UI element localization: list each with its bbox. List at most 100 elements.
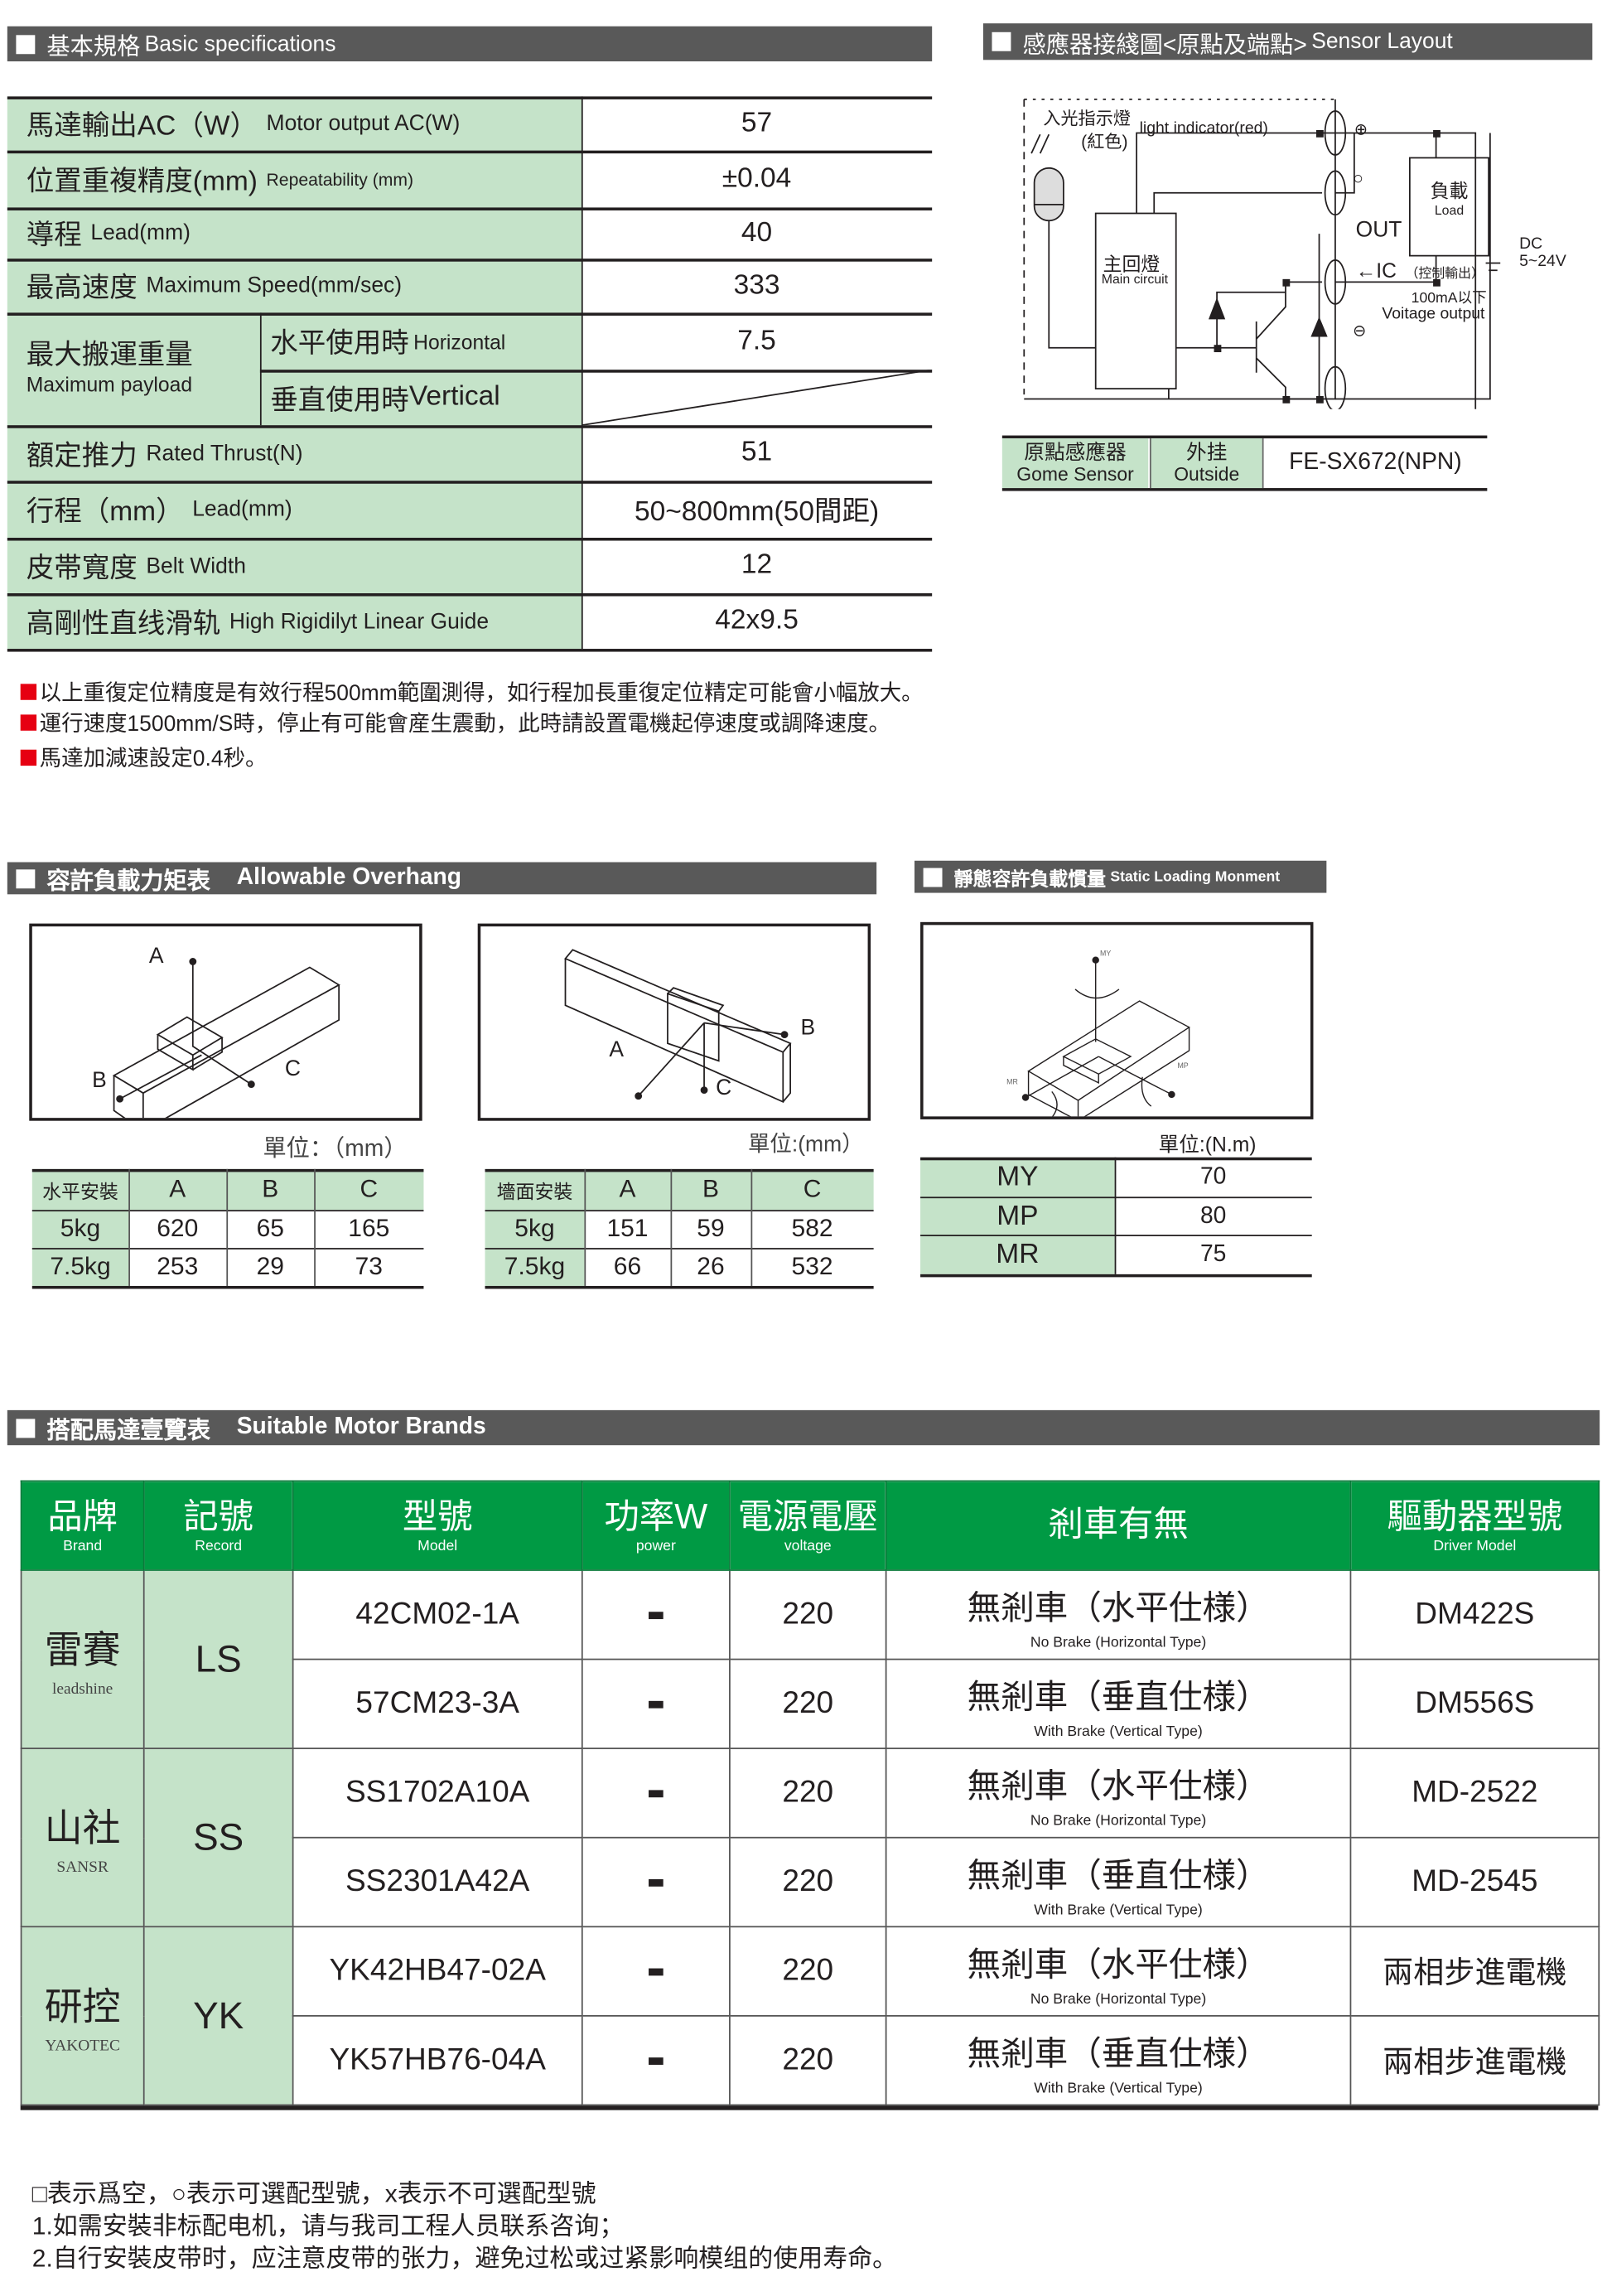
power-cell bbox=[581, 1569, 731, 1660]
motor-brands-table: 品牌 Brand 記號 Record 型號 Model 功率W power 電源電壓 voltag… bbox=[20, 1480, 1600, 2106]
model-cell: 42CM02-1A bbox=[292, 1569, 583, 1660]
overhang-title-en: Allowable Overhang bbox=[236, 865, 461, 891]
moment-unit-label: 單位:(N.m) bbox=[1158, 1132, 1257, 1157]
brake-en: No Brake (Horizontal Type) bbox=[1030, 1990, 1207, 2008]
moment-value: 70 bbox=[1199, 1163, 1227, 1189]
driver-cell: DM422S bbox=[1349, 1569, 1600, 1660]
overhang-title-zh: 容許負載力矩表 bbox=[46, 869, 210, 895]
basic-specs-header: 基本規格 Basic specifications bbox=[7, 26, 933, 62]
square-icon bbox=[992, 31, 1011, 51]
motor-brands-header: 搭配馬達壹覽表 Suitable Motor Brands bbox=[7, 1409, 1600, 1446]
spec-label-en: Rated Thrust(N) bbox=[146, 440, 303, 466]
square-icon bbox=[16, 868, 36, 888]
model-cell: 57CM23-3A bbox=[292, 1658, 583, 1750]
spec-value: ±0.04 bbox=[721, 162, 792, 194]
spec-value: 333 bbox=[733, 269, 780, 301]
mount-type-zh: 外挂 bbox=[1186, 439, 1228, 464]
horizontal-zh: 水平使用時 bbox=[270, 328, 409, 360]
brake-cell: 無剎車（水平仕様） No Brake (Horizontal Type) bbox=[885, 1569, 1352, 1660]
dash-icon bbox=[649, 1700, 664, 1709]
voltage-cell: 220 bbox=[729, 1836, 887, 1928]
red-square-icon bbox=[20, 714, 37, 731]
dash-icon bbox=[649, 1790, 664, 1798]
spec-value: 51 bbox=[741, 437, 773, 468]
label-c: C bbox=[284, 1056, 302, 1082]
dash-icon bbox=[649, 1612, 664, 1619]
motor-row: 57CM23-3A 220 無剎車（垂直仕様） With Brake (Vertica… bbox=[22, 1658, 1600, 1750]
moment-name: MP bbox=[997, 1200, 1039, 1231]
voltage-cell: 220 bbox=[729, 1569, 887, 1660]
spec-label-en: Belt Width bbox=[146, 553, 246, 578]
power-cell bbox=[581, 1658, 731, 1750]
table-cell: 7.5kg bbox=[504, 1252, 566, 1280]
spec-label-zh: 最高速度 bbox=[26, 273, 138, 304]
table-cell: 151 bbox=[606, 1214, 649, 1243]
motor-header-cell: 記號 Record bbox=[142, 1480, 294, 1571]
sensor-type-zh: 原點感應器 bbox=[1024, 439, 1127, 464]
record-cell: SS bbox=[142, 1747, 294, 1928]
table-cell: 253 bbox=[157, 1252, 199, 1280]
divider bbox=[485, 1285, 874, 1289]
moment-name: MR bbox=[996, 1238, 1040, 1269]
model-cell: YK42HB47-02A bbox=[292, 1926, 583, 2017]
brake-en: No Brake (Horizontal Type) bbox=[1030, 1812, 1207, 1830]
driver-cell: 兩相步進電機 bbox=[1349, 1926, 1600, 2017]
basic-specs-title-en: Basic specifications bbox=[144, 31, 336, 56]
motor-header-cell: 功率W power bbox=[581, 1480, 731, 1571]
spec-label-zh: 行程（mm） bbox=[26, 496, 184, 528]
divider bbox=[920, 1157, 1312, 1161]
header-zh: 驅動器型號 bbox=[1387, 1496, 1563, 1537]
divider bbox=[670, 1168, 673, 1286]
spec-label-column bbox=[7, 96, 582, 650]
table-header-cell: A bbox=[619, 1174, 636, 1203]
sensor-type-en: Gome Sensor bbox=[1016, 463, 1134, 486]
spec-value: 40 bbox=[741, 216, 773, 248]
brake-zh: 無剎車（水平仕様） bbox=[967, 1766, 1270, 1805]
header-zh: 功率W bbox=[604, 1496, 708, 1537]
motor-row: SS2301A42A 220 無剎車（垂直仕様） With Brake (Vertic… bbox=[22, 1836, 1600, 1928]
table-header-cell: A bbox=[169, 1174, 186, 1203]
note-text: 運行速度1500mm/S時，停止有可能會産生震動，此時請設置電機起停速度或調降速… bbox=[39, 711, 890, 737]
divider bbox=[485, 1168, 874, 1172]
spec-value: 12 bbox=[741, 549, 773, 581]
brand-zh: 研控 bbox=[44, 1984, 121, 2028]
note-text: 以上重復定位精度是有效行程500mm範圍測得，如行程加長重復定位精定可能會小幅放… bbox=[39, 680, 924, 706]
table-header-cell: C bbox=[360, 1174, 379, 1203]
table-cell: 26 bbox=[697, 1252, 725, 1280]
minus-terminal-label: ⊖ bbox=[1353, 322, 1367, 341]
spec-label: 皮帯寬度 Belt Width bbox=[27, 538, 579, 593]
record-text: LS bbox=[195, 1636, 242, 1681]
model-cell: SS2301A42A bbox=[292, 1836, 583, 1928]
motor-header-cell: 型號 Model bbox=[292, 1480, 583, 1571]
table-cell: 65 bbox=[256, 1214, 284, 1243]
circle-terminal-label: ○ bbox=[1353, 167, 1363, 189]
ic-label: ←IC bbox=[1355, 259, 1397, 283]
motor-header-row: 品牌 Brand 記號 Record 型號 Model 功率W power 電源電壓 voltag… bbox=[20, 1480, 1600, 1571]
divider bbox=[7, 312, 933, 316]
motor-header-cell: 電源電壓 voltage bbox=[729, 1480, 887, 1571]
plus-terminal-label: ⊕ bbox=[1354, 121, 1368, 139]
table-cell: 5kg bbox=[60, 1214, 101, 1243]
brake-zh: 無剎車（垂直仕様） bbox=[967, 1854, 1270, 1893]
header-zh: 品牌 bbox=[47, 1496, 118, 1537]
label-b: B bbox=[800, 1015, 816, 1041]
header-en: Driver Model bbox=[1433, 1538, 1517, 1554]
payload-label-en: Maximum payload bbox=[26, 372, 193, 396]
brake-zh: 無剎車（垂直仕様） bbox=[967, 1676, 1270, 1715]
brake-cell: 無剎車（垂直仕様） With Brake (Vertical Type) bbox=[885, 1658, 1352, 1750]
table-cell: 66 bbox=[613, 1252, 642, 1280]
record-cell: YK bbox=[142, 1926, 294, 2106]
divider bbox=[584, 1168, 586, 1286]
spec-label-zh: 額定推力 bbox=[26, 440, 138, 471]
control-output-label: （控制輸出） bbox=[1405, 265, 1484, 281]
divider bbox=[7, 425, 933, 428]
voltage-cell: 220 bbox=[729, 2015, 887, 2106]
spec-label-en: Lead(mm) bbox=[192, 496, 292, 522]
brake-en: With Brake (Vertical Type) bbox=[1034, 2080, 1203, 2096]
spec-label-en: Maximum Speed(mm/sec) bbox=[146, 273, 403, 298]
dash-icon bbox=[649, 1968, 664, 1976]
basic-specs-title-zh: 基本規格 bbox=[46, 35, 141, 60]
motor-row: YK57HB76-04A 220 無剎車（垂直仕様） With Brake (Vert… bbox=[22, 2015, 1600, 2106]
header-en: Record bbox=[195, 1538, 243, 1554]
motor-header-cell: 驅動器型號 Driver Model bbox=[1349, 1480, 1600, 1571]
